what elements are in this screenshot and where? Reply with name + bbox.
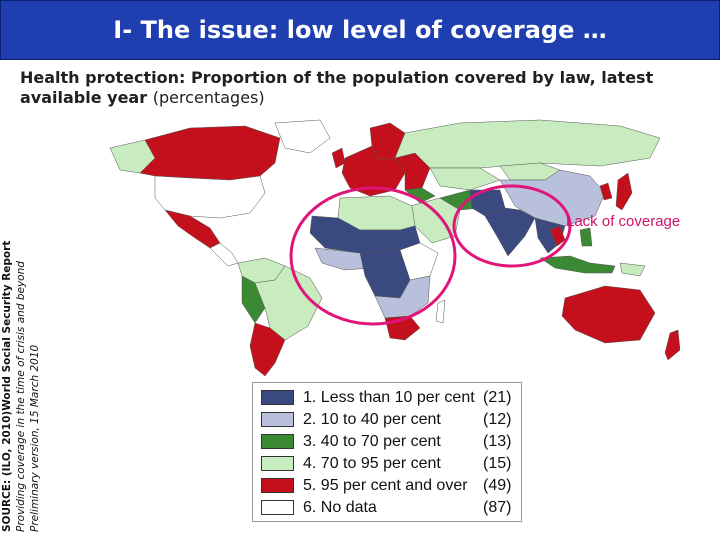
region-indonesia	[539, 255, 616, 274]
region-korea	[599, 182, 613, 201]
subtitle-main: Health protection: Proportion of the pop…	[20, 68, 654, 107]
legend-swatch	[261, 500, 294, 515]
highlight-circle-africa	[289, 186, 457, 326]
region-central-america	[209, 242, 239, 267]
legend-item-40-to-70: 3. 40 to 70 per cent (13)	[261, 431, 517, 452]
legend-count: (13)	[483, 433, 512, 450]
subtitle-unit: (percentages)	[152, 88, 265, 107]
region-central-africa	[359, 249, 411, 299]
legend-item-no-data: 6. No data (87)	[261, 497, 517, 518]
legend-count: (49)	[483, 477, 512, 494]
legend-label: 2. 10 to 40 per cent	[303, 411, 441, 428]
legend-label: 1. Less than 10 per cent	[303, 389, 475, 406]
region-uk	[331, 147, 346, 169]
region-brazil	[254, 265, 323, 341]
legend-count: (15)	[483, 455, 512, 472]
legend-swatch	[261, 434, 294, 449]
region-greenland	[274, 119, 331, 154]
legend-label: 5. 95 per cent and over	[303, 477, 468, 494]
region-philippines	[579, 227, 593, 247]
legend-count: (12)	[483, 411, 512, 428]
region-chile-argentina	[249, 322, 286, 377]
slide-title: I- The issue: low level of coverage …	[0, 0, 720, 60]
source-line-2: Providing coverage in the time of crisis…	[15, 261, 27, 532]
region-australia	[561, 285, 656, 344]
source-line-1: SOURCE: (ILO, 2010)World Social Security…	[1, 240, 13, 532]
source-note: SOURCE: (ILO, 2010)World Social Security…	[0, 192, 60, 532]
region-india	[484, 207, 536, 257]
map-legend: 1. Less than 10 per cent (21) 2. 10 to 4…	[252, 382, 522, 522]
region-peru-bolivia	[241, 275, 266, 324]
legend-item-95-and-over: 5. 95 per cent and over (49)	[261, 475, 517, 496]
legend-swatch	[261, 456, 294, 471]
legend-item-70-to-95: 4. 70 to 95 per cent (15)	[261, 453, 517, 474]
legend-item-less-than-10: 1. Less than 10 per cent (21)	[261, 387, 517, 408]
region-russia	[394, 119, 661, 169]
legend-label: 6. No data	[303, 499, 377, 516]
region-canada	[139, 125, 281, 181]
region-kazakhstan	[429, 167, 501, 191]
legend-swatch	[261, 390, 294, 405]
region-usa	[154, 175, 266, 219]
region-western-europe	[341, 145, 406, 197]
region-new-zealand	[664, 329, 681, 361]
legend-swatch	[261, 412, 294, 427]
legend-label: 3. 40 to 70 per cent	[303, 433, 441, 450]
legend-count: (21)	[483, 389, 512, 406]
highlight-circle-south-asia	[452, 184, 572, 268]
region-west-africa-coast	[314, 247, 371, 271]
lack-of-coverage-label: Lack of coverage	[566, 213, 681, 230]
region-new-guinea	[619, 262, 646, 277]
region-japan	[615, 172, 633, 211]
legend-count: (87)	[483, 499, 512, 516]
region-madagascar	[435, 299, 446, 324]
legend-item-10-to-40: 2. 10 to 40 per cent (12)	[261, 409, 517, 430]
source-line-3: Preliminary version, 15 March 2010	[29, 344, 41, 532]
world-map	[109, 119, 681, 377]
map-subtitle: Health protection: Proportion of the pop…	[20, 68, 680, 108]
legend-label: 4. 70 to 95 per cent	[303, 455, 441, 472]
legend-swatch	[261, 478, 294, 493]
